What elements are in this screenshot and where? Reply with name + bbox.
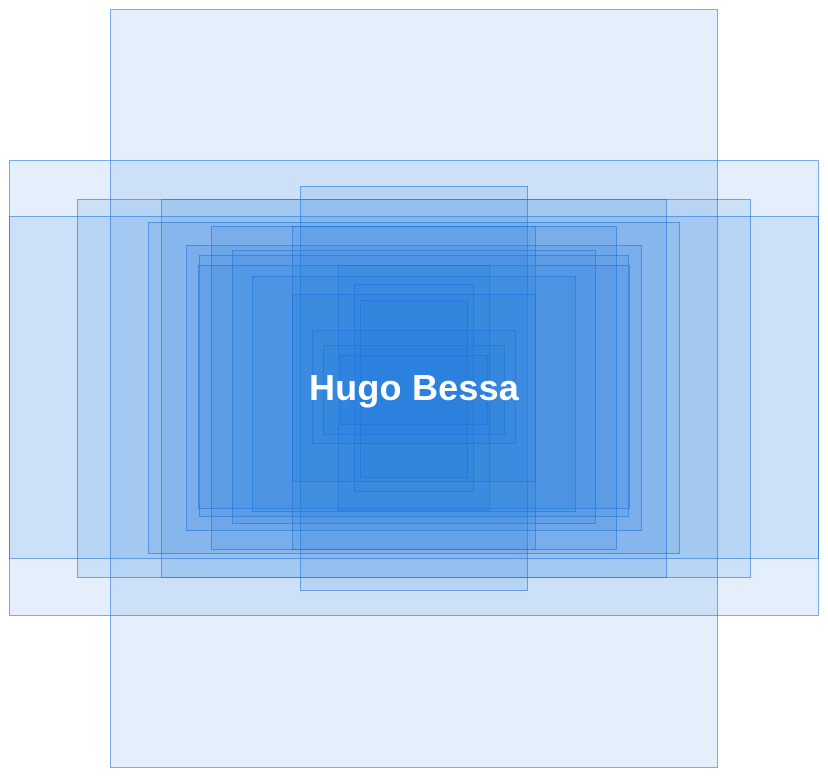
rect-layer-15 [312, 330, 516, 444]
rect-layer-wide-inner [9, 216, 819, 559]
rect-layer-12 [338, 265, 490, 511]
rect-layer-16 [323, 345, 505, 435]
rect-layer-wide [9, 160, 819, 616]
rect-layer-18 [340, 355, 488, 425]
rect-layer-4 [148, 222, 680, 554]
name-heading: Hugo Bessa [308, 367, 520, 408]
rect-layer-14 [354, 284, 474, 492]
rect-layer-5 [211, 226, 617, 550]
rect-layer-13 [292, 294, 536, 482]
rect-layer-7 [292, 226, 536, 550]
rect-layer-8 [199, 255, 629, 517]
rect-layer-10 [198, 265, 630, 509]
rect-layer-1 [77, 199, 751, 578]
rect-layer-2 [161, 199, 667, 578]
rect-layer-11 [252, 276, 576, 512]
rect-layer-17 [360, 300, 468, 478]
rect-layer-6 [186, 245, 642, 531]
